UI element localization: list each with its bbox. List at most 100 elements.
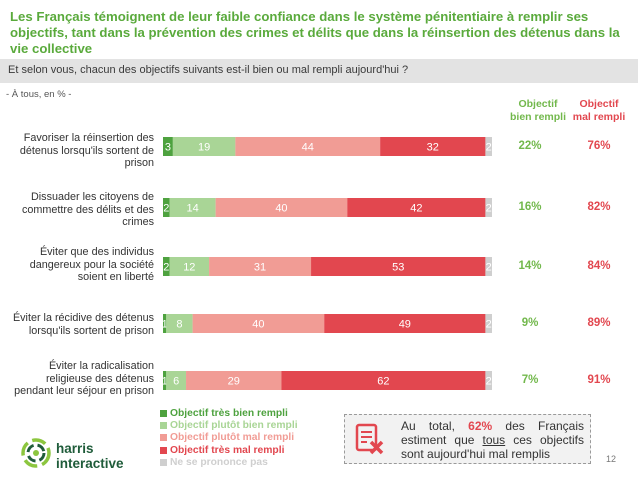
data-label: 40 [275, 203, 287, 215]
bar-segment [235, 137, 381, 156]
legend-swatch [160, 409, 167, 417]
mal-rempli-value: 84% [587, 260, 611, 272]
data-label: 2 [486, 262, 492, 274]
bar-segment [380, 137, 486, 156]
legend-item: Objectif plutôt mal rempli [160, 432, 298, 444]
legend-swatch [160, 458, 167, 466]
category-label-line: détenus lorsqu'ils sortent de [19, 144, 154, 157]
category-label: Dissuader les citoyens de commettre des d… [6, 191, 154, 229]
callout-part: Au total, [401, 419, 455, 433]
bar-segment [169, 198, 216, 217]
data-label: 31 [254, 262, 266, 274]
callout-text: Au total, 62% des Français estiment que … [401, 419, 584, 462]
data-label: 42 [410, 203, 422, 215]
legend-item: Objectif très mal rempli [160, 444, 298, 456]
bar-segment [163, 198, 170, 217]
legend-label: Ne se prononce pas [170, 456, 268, 468]
category-label-line: prison [124, 157, 154, 169]
legend-label: Objectif plutôt mal rempli [170, 432, 295, 444]
logo-line: harris [56, 441, 94, 456]
category-label-line: Favoriser la réinsertion des [23, 132, 154, 144]
data-label: 1 [162, 376, 168, 388]
data-label: 12 [183, 262, 195, 274]
data-label: 3 [165, 142, 171, 154]
chart-legend: Objectif très bien rempli Objectif plutôt… [160, 407, 298, 468]
data-label: 40 [252, 319, 264, 331]
bien-rempli-value: 7% [521, 374, 539, 386]
data-label: 2 [486, 319, 492, 331]
bar-segment [485, 314, 492, 333]
legend-swatch [160, 421, 167, 429]
bar-segment [281, 371, 486, 390]
bien-rempli-value: 14% [518, 260, 542, 272]
category-label-line: soient en liberté [77, 271, 154, 283]
legend-swatch [160, 434, 167, 442]
bad-header-line: Objectif [579, 98, 619, 110]
page-number: 12 [606, 454, 617, 464]
category-label: Éviter la récidive des détenus lorsqu'ils… [6, 312, 154, 337]
bar-segment [163, 137, 173, 156]
category-label-line: dangereux pour la société [29, 258, 154, 271]
legend-item: Objectif plutôt bien rempli [160, 419, 298, 431]
bar-segment [169, 257, 210, 276]
category-label-line: crimes [122, 216, 154, 228]
bar-segment [163, 314, 167, 333]
data-label: 1 [162, 319, 168, 331]
data-label: 6 [173, 376, 179, 388]
mal-rempli-value: 82% [587, 201, 611, 213]
callout-highlight: 62% [468, 419, 493, 433]
data-label: 32 [427, 142, 439, 154]
bar-segment [347, 198, 486, 217]
data-label: 19 [198, 142, 210, 154]
data-label: 62 [377, 376, 389, 388]
legend-swatch [160, 446, 167, 454]
legend-item: Objectif très bien rempli [160, 407, 298, 419]
data-label: 2 [486, 376, 492, 388]
base-note: - À tous, en % - [6, 89, 72, 100]
harris-logo-icon [21, 438, 51, 468]
category-label-line: lorsqu'ils sortent de prison [28, 324, 154, 337]
bar-segment [311, 257, 486, 276]
bar-segment [485, 198, 492, 217]
callout-part: des Français estiment que [401, 419, 585, 448]
bar-segment [186, 371, 282, 390]
question-text: Et selon vous, chacun des objectifs suiv… [8, 64, 409, 76]
bar-segment [192, 314, 325, 333]
mal-rempli-value: 89% [587, 317, 611, 329]
good-column-header: Objectif bien rempli [500, 98, 576, 124]
page-title: Les Français témoignent de leur faible c… [10, 9, 620, 56]
legend-label: Objectif plutôt bien rempli [170, 419, 298, 431]
summary-callout: Au total, 62% des Français estiment que … [344, 414, 591, 464]
category-label-line: Éviter que des individus [39, 246, 154, 258]
bar-segment [163, 257, 170, 276]
good-header-line: bien rempli [509, 111, 566, 123]
category-label-line: Éviter la récidive des détenus [12, 312, 154, 324]
bar-segment [485, 371, 492, 390]
mal-rempli-value: 76% [587, 140, 611, 152]
category-label-line: pendant leur séjour en prison [14, 385, 154, 397]
callout-part: ces objectifs sont aujourd'hui mal rempl… [401, 433, 584, 462]
category-label: Éviter la radicalisation religieuse des d… [6, 360, 154, 398]
bar-segment [209, 257, 312, 276]
bar-segment [485, 137, 492, 156]
mal-rempli-value: 91% [587, 374, 611, 386]
category-label-line: religieuse des détenus [45, 372, 154, 385]
data-label: 49 [399, 319, 411, 331]
bar-segment [215, 198, 348, 217]
data-label: 2 [163, 203, 169, 215]
data-label: 2 [486, 203, 492, 215]
bien-rempli-value: 22% [518, 140, 542, 152]
legend-label: Objectif très bien rempli [170, 407, 288, 419]
category-label-line: commettre des délits et des [21, 203, 154, 216]
callout-underlined: tous [482, 433, 506, 448]
category-label-line: Dissuader les citoyens de [30, 191, 154, 203]
bien-rempli-value: 16% [518, 201, 542, 213]
bar-segment [324, 314, 486, 333]
data-label: 14 [186, 203, 198, 215]
logo-wordmark: harris interactive [56, 441, 124, 471]
category-label: Favoriser la réinsertion des détenus lors… [6, 132, 154, 170]
category-label-line: Éviter la radicalisation [48, 360, 154, 372]
data-label: 2 [486, 142, 492, 154]
logo-line: interactive [56, 456, 124, 471]
